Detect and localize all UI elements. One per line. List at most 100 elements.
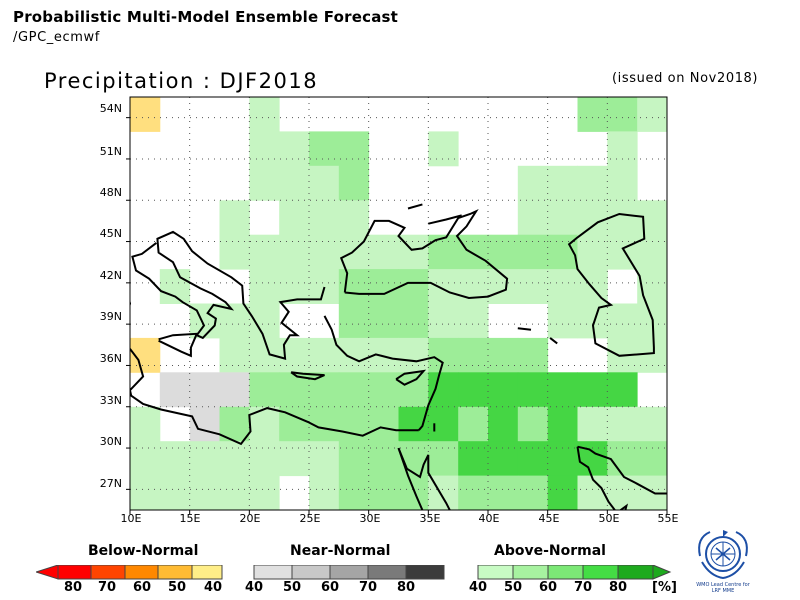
probability-cell	[577, 303, 608, 339]
probability-cell	[219, 303, 250, 339]
legend-above-tick-60: 60	[538, 580, 558, 595]
lat-label-51: 51N	[99, 145, 122, 158]
probability-cell	[130, 406, 161, 442]
probability-cell	[159, 475, 191, 510]
probability-cell	[458, 475, 489, 510]
probability-cell	[458, 234, 489, 270]
probability-cell	[488, 337, 519, 373]
probability-cell	[547, 372, 578, 408]
coastline	[428, 214, 462, 225]
logo-text-line1: WMO Lead Centre for	[696, 582, 750, 588]
probability-cell	[547, 303, 578, 339]
probability-cell	[637, 441, 667, 477]
lat-label-39: 39N	[99, 310, 122, 323]
coastlines	[130, 203, 667, 510]
probability-cell	[279, 234, 310, 270]
legend-above-tick-40: 40	[468, 580, 488, 595]
coastline	[549, 337, 558, 345]
probability-cell	[249, 269, 280, 304]
probability-cell	[309, 165, 340, 201]
probability-cell	[159, 441, 191, 477]
legend-near-swatch-0	[253, 565, 293, 580]
coastline	[158, 332, 199, 358]
legend-below-tick-60: 60	[132, 580, 152, 595]
probability-cell	[398, 337, 429, 373]
probability-cell	[398, 303, 429, 339]
probability-cell	[338, 303, 370, 339]
legend-near-swatch-1	[291, 565, 331, 580]
header-title: Probabilistic Multi-Model Ensemble Forec…	[13, 8, 399, 26]
lon-label-30: 30E	[359, 512, 381, 525]
lat-label-33: 33N	[99, 394, 122, 407]
wmo-emblem-icon	[698, 530, 748, 580]
probability-cell	[428, 303, 459, 339]
probability-cell	[309, 441, 340, 477]
probability-cell	[488, 441, 519, 477]
probability-cell	[607, 97, 638, 132]
legend-above-swatch-4	[617, 565, 654, 580]
lon-label-50: 50E	[598, 512, 620, 525]
probability-cell	[428, 234, 459, 270]
probability-cell	[517, 337, 549, 373]
probability-cell	[249, 234, 280, 270]
legend-near-swatch-2	[329, 565, 369, 580]
probability-cell	[547, 269, 578, 304]
probability-cell	[607, 372, 638, 408]
lat-label-54: 54N	[99, 102, 122, 115]
lat-label-45: 45N	[99, 227, 122, 240]
coastline	[290, 371, 325, 381]
probability-cell	[637, 200, 667, 236]
legend-above-title: Above-Normal	[494, 543, 606, 559]
probability-cell	[517, 165, 549, 201]
probability-cell	[607, 131, 638, 167]
legend-above-tick-80: 80	[608, 580, 628, 595]
probability-cell	[517, 475, 549, 510]
probability-cell	[279, 165, 310, 201]
probability-cell	[130, 475, 161, 510]
logo-text: WMO Lead Centre for LRF MME	[690, 582, 756, 594]
probability-cell	[219, 441, 250, 477]
probability-cell	[458, 269, 489, 304]
lat-label-36: 36N	[99, 352, 122, 365]
legend-near-title: Near-Normal	[290, 543, 391, 559]
probability-cell	[458, 372, 489, 408]
probability-cell	[159, 372, 191, 408]
coastline	[323, 315, 444, 431]
legend-near-swatch-3	[367, 565, 407, 580]
legend-below-swatch-3	[157, 565, 193, 580]
probability-cell	[189, 372, 220, 408]
coastline	[397, 447, 424, 510]
lon-label-10: 10E	[120, 512, 142, 525]
coastline	[407, 203, 423, 210]
probability-cell	[488, 475, 519, 510]
map-title: Precipitation : DJF2018	[44, 69, 319, 93]
logo-text-line2: LRF MME	[711, 588, 735, 594]
coastline	[339, 209, 509, 300]
probability-cell	[577, 97, 608, 132]
probability-cell	[517, 372, 549, 408]
probability-cell	[338, 441, 370, 477]
probability-cell	[398, 269, 429, 304]
probability-cell	[577, 165, 608, 201]
probability-cell	[279, 131, 310, 167]
lat-label-30: 30N	[99, 435, 122, 448]
probability-cell	[458, 337, 489, 373]
probability-cell	[189, 475, 220, 510]
legend-below-swatch-2	[124, 565, 159, 580]
lon-label-15: 15E	[179, 512, 201, 525]
coastline	[567, 212, 655, 357]
coastline	[397, 447, 451, 510]
probability-cell	[368, 406, 399, 442]
probability-cell	[219, 200, 250, 236]
probability-cell	[517, 406, 549, 442]
probability-cell	[398, 406, 429, 442]
probability-cell	[517, 200, 549, 236]
probability-cell	[637, 337, 667, 373]
probability-cell	[547, 475, 578, 510]
probability-cell	[309, 337, 340, 373]
legend-near-tick-50: 50	[282, 580, 302, 595]
probability-cell	[428, 269, 459, 304]
legend-above-arrow	[652, 565, 672, 580]
legend-near-swatch-4	[405, 565, 445, 580]
probability-cell	[607, 406, 638, 442]
